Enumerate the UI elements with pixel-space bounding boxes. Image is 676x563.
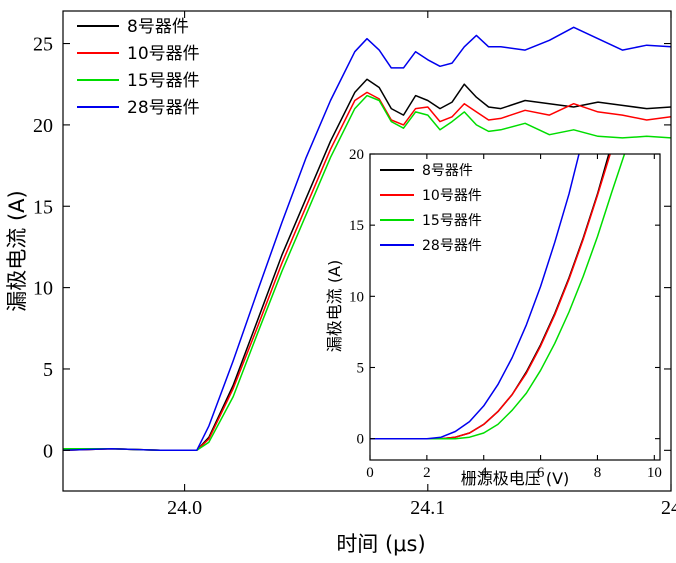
inset-series-2-line bbox=[370, 154, 611, 440]
main-x-axis-title: 时间 (μs) bbox=[336, 532, 425, 556]
inset-legend-label: 10号器件 bbox=[422, 188, 482, 204]
main-y-tick-label: 10 bbox=[33, 278, 53, 300]
inset-x-axis-title: 栅源极电压 (V) bbox=[461, 469, 570, 488]
inset-plot-frame bbox=[369, 153, 661, 461]
inset-x-tick-label: 0 bbox=[366, 465, 374, 481]
inset-y-tick-label: 5 bbox=[357, 360, 365, 376]
main-legend-label: 15号器件 bbox=[127, 71, 200, 91]
inset-legend: 8号器件 10号器件 15号器件 28号器件 bbox=[380, 163, 482, 254]
inset-y-tick-label: 10 bbox=[349, 289, 364, 305]
main-y-tick-label: 20 bbox=[33, 115, 53, 137]
inset-chart: 0 2 4 6 8 10 0 5 10 15 20 栅源极电压 (V) 漏极电流 (A) 8号器件 1… bbox=[325, 147, 662, 488]
main-y-tick-label: 25 bbox=[33, 34, 53, 56]
inset-ticks: 0 2 4 6 8 10 0 5 10 15 20 bbox=[349, 147, 662, 481]
main-legend: 8号器件 10号器件 15号器件 28号器件 bbox=[77, 17, 200, 118]
inset-legend-label: 8号器件 bbox=[422, 163, 473, 179]
main-series-4-line bbox=[63, 26, 671, 452]
inset-x-tick-label: 6 bbox=[537, 465, 545, 481]
main-y-tick-label: 5 bbox=[43, 359, 53, 381]
main-x-tick-label: 24 bbox=[661, 497, 676, 519]
main-y-tick-label: 0 bbox=[43, 440, 53, 462]
inset-x-tick-label: 2 bbox=[423, 465, 431, 481]
inset-y-tick-label: 0 bbox=[357, 432, 365, 448]
inset-x-tick-label: 10 bbox=[647, 465, 662, 481]
main-series-layer bbox=[63, 26, 671, 452]
inset-legend-label: 28号器件 bbox=[422, 238, 482, 254]
inset-x-tick-label: 8 bbox=[594, 465, 602, 481]
inset-series-layer bbox=[370, 154, 626, 440]
main-series-3-line bbox=[63, 94, 671, 452]
inset-y-axis-title: 漏极电流 (A) bbox=[325, 260, 344, 353]
inset-y-tick-label: 20 bbox=[349, 147, 364, 163]
main-series-2-line bbox=[63, 91, 671, 452]
main-legend-label: 8号器件 bbox=[127, 17, 189, 37]
main-x-tick-label: 24.1 bbox=[410, 497, 445, 519]
main-x-tick-label: 24.0 bbox=[167, 497, 202, 519]
main-series-1-line bbox=[63, 78, 671, 452]
inset-series-3-line bbox=[370, 154, 626, 440]
inset-x-tick-label: 4 bbox=[480, 465, 488, 481]
inset-background bbox=[370, 154, 660, 460]
inset-legend-label: 15号器件 bbox=[422, 213, 482, 229]
main-legend-label: 10号器件 bbox=[127, 44, 200, 64]
main-plot-frame bbox=[62, 10, 672, 492]
main-y-axis-title: 漏极电流 (A) bbox=[5, 190, 29, 311]
inset-y-tick-label: 15 bbox=[349, 218, 364, 234]
main-legend-label: 28号器件 bbox=[127, 98, 200, 118]
main-y-tick-label: 15 bbox=[33, 196, 53, 218]
inset-series-4-line bbox=[370, 154, 580, 440]
